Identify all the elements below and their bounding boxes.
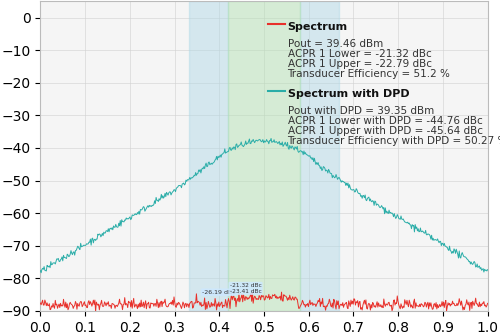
Text: ACPR 1 Upper with DPD = -45.64 dBc: ACPR 1 Upper with DPD = -45.64 dBc [288, 126, 482, 136]
Bar [228, 1, 300, 311]
Text: Pout = 39.46 dBm: Pout = 39.46 dBm [288, 39, 383, 49]
Text: Transducer Efficiency = 51.2 %: Transducer Efficiency = 51.2 % [288, 69, 450, 79]
Bar [300, 1, 339, 311]
Text: -26.19 dBc: -26.19 dBc [202, 290, 236, 295]
Text: ACPR 1 Lower with DPD = -44.76 dBc: ACPR 1 Lower with DPD = -44.76 dBc [288, 116, 482, 126]
Text: Transducer Efficiency with DPD = 50.27 %: Transducer Efficiency with DPD = 50.27 % [288, 136, 500, 146]
Text: ACPR 1 Upper = -22.79 dBc: ACPR 1 Upper = -22.79 dBc [288, 59, 432, 69]
Bar [190, 1, 228, 311]
Text: Spectrum: Spectrum [288, 22, 348, 32]
Text: ACPR 1 Lower = -21.32 dBc: ACPR 1 Lower = -21.32 dBc [288, 49, 432, 59]
Text: -21.32 dBc
-23.41 dBc: -21.32 dBc -23.41 dBc [230, 283, 262, 294]
Text: Pout with DPD = 39.35 dBm: Pout with DPD = 39.35 dBm [288, 106, 434, 116]
Text: Spectrum with DPD: Spectrum with DPD [288, 89, 409, 99]
